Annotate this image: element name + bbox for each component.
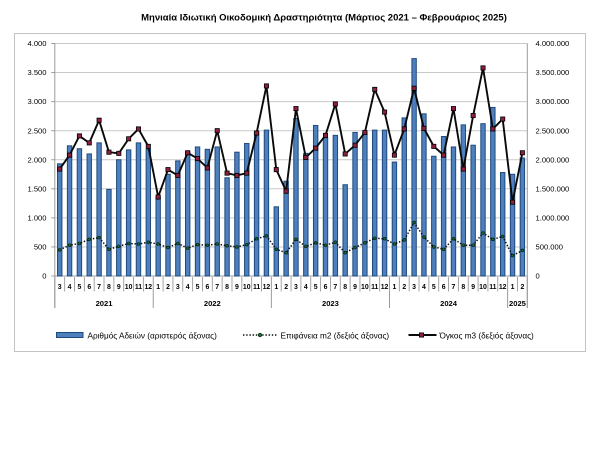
svg-text:11: 11 bbox=[371, 284, 378, 291]
svg-text:7: 7 bbox=[333, 284, 337, 291]
svg-text:2: 2 bbox=[166, 284, 170, 291]
svg-text:11: 11 bbox=[135, 284, 142, 291]
svg-text:1: 1 bbox=[274, 284, 278, 291]
svg-text:7: 7 bbox=[215, 284, 219, 291]
svg-text:6: 6 bbox=[442, 284, 446, 291]
svg-text:500: 500 bbox=[34, 243, 47, 252]
svg-text:12: 12 bbox=[263, 284, 271, 291]
svg-text:3.000: 3.000 bbox=[27, 97, 46, 106]
svg-text:3.500: 3.500 bbox=[27, 68, 46, 77]
svg-text:11: 11 bbox=[489, 284, 496, 291]
svg-text:7: 7 bbox=[452, 284, 456, 291]
svg-text:0: 0 bbox=[42, 272, 46, 281]
svg-text:3: 3 bbox=[58, 284, 62, 291]
svg-text:7: 7 bbox=[97, 284, 101, 291]
svg-text:10: 10 bbox=[479, 284, 487, 291]
svg-text:9: 9 bbox=[353, 284, 357, 291]
svg-text:2: 2 bbox=[284, 284, 288, 291]
svg-text:2.500.000: 2.500.000 bbox=[536, 126, 570, 135]
svg-text:1.500.000: 1.500.000 bbox=[536, 184, 570, 193]
svg-text:8: 8 bbox=[107, 284, 111, 291]
svg-text:3: 3 bbox=[176, 284, 180, 291]
svg-text:4.000.000: 4.000.000 bbox=[536, 39, 570, 48]
svg-text:2024: 2024 bbox=[440, 299, 458, 308]
svg-text:3: 3 bbox=[412, 284, 416, 291]
svg-text:6: 6 bbox=[87, 284, 91, 291]
svg-text:2023: 2023 bbox=[322, 299, 339, 308]
svg-text:2025: 2025 bbox=[509, 299, 527, 308]
svg-text:1.000: 1.000 bbox=[27, 213, 46, 222]
svg-text:6: 6 bbox=[205, 284, 209, 291]
svg-text:1.500: 1.500 bbox=[27, 184, 46, 193]
svg-text:1: 1 bbox=[392, 284, 396, 291]
svg-text:9: 9 bbox=[117, 284, 121, 291]
svg-text:1: 1 bbox=[156, 284, 160, 291]
svg-text:2: 2 bbox=[520, 284, 524, 291]
svg-text:9: 9 bbox=[471, 284, 475, 291]
svg-text:2.000.000: 2.000.000 bbox=[536, 155, 570, 164]
svg-text:5: 5 bbox=[314, 284, 318, 291]
svg-text:10: 10 bbox=[361, 284, 369, 291]
svg-text:5: 5 bbox=[77, 284, 81, 291]
svg-text:3.000.000: 3.000.000 bbox=[536, 97, 570, 106]
svg-text:4: 4 bbox=[304, 284, 308, 291]
svg-text:11: 11 bbox=[253, 284, 260, 291]
svg-text:8: 8 bbox=[461, 284, 465, 291]
svg-text:5: 5 bbox=[196, 284, 200, 291]
svg-text:2022: 2022 bbox=[204, 299, 221, 308]
svg-text:4: 4 bbox=[422, 284, 426, 291]
svg-text:5: 5 bbox=[432, 284, 436, 291]
svg-text:2: 2 bbox=[402, 284, 406, 291]
svg-text:4: 4 bbox=[68, 284, 72, 291]
svg-text:1: 1 bbox=[511, 284, 515, 291]
svg-text:500.000: 500.000 bbox=[536, 243, 563, 252]
svg-text:12: 12 bbox=[381, 284, 389, 291]
svg-text:0: 0 bbox=[536, 272, 540, 281]
svg-text:1.000.000: 1.000.000 bbox=[536, 213, 570, 222]
svg-text:6: 6 bbox=[324, 284, 328, 291]
svg-text:4.000: 4.000 bbox=[27, 39, 46, 48]
svg-text:2.000: 2.000 bbox=[27, 155, 46, 164]
svg-text:Όγκος m3 (δεξιός άξονας): Όγκος m3 (δεξιός άξονας) bbox=[439, 331, 535, 340]
svg-text:8: 8 bbox=[225, 284, 229, 291]
svg-text:10: 10 bbox=[243, 284, 251, 291]
svg-text:2021: 2021 bbox=[96, 299, 114, 308]
svg-text:3.500.000: 3.500.000 bbox=[536, 68, 570, 77]
svg-text:Επιφάνεια m2 (δεξιός άξονας): Επιφάνεια m2 (δεξιός άξονας) bbox=[281, 331, 390, 340]
svg-text:8: 8 bbox=[343, 284, 347, 291]
svg-text:Αριθμός Αδειών (αριστερός άξον: Αριθμός Αδειών (αριστερός άξονας) bbox=[88, 331, 218, 340]
svg-text:2.500: 2.500 bbox=[27, 126, 46, 135]
svg-text:9: 9 bbox=[235, 284, 239, 291]
svg-text:Μηνιαία Ιδιωτική Οικοδομική Δρ: Μηνιαία Ιδιωτική Οικοδομική Δραστηριότητ… bbox=[141, 13, 507, 24]
svg-text:12: 12 bbox=[144, 284, 152, 291]
svg-text:10: 10 bbox=[125, 284, 133, 291]
svg-text:3: 3 bbox=[294, 284, 298, 291]
svg-text:4: 4 bbox=[186, 284, 190, 291]
svg-text:12: 12 bbox=[499, 284, 507, 291]
